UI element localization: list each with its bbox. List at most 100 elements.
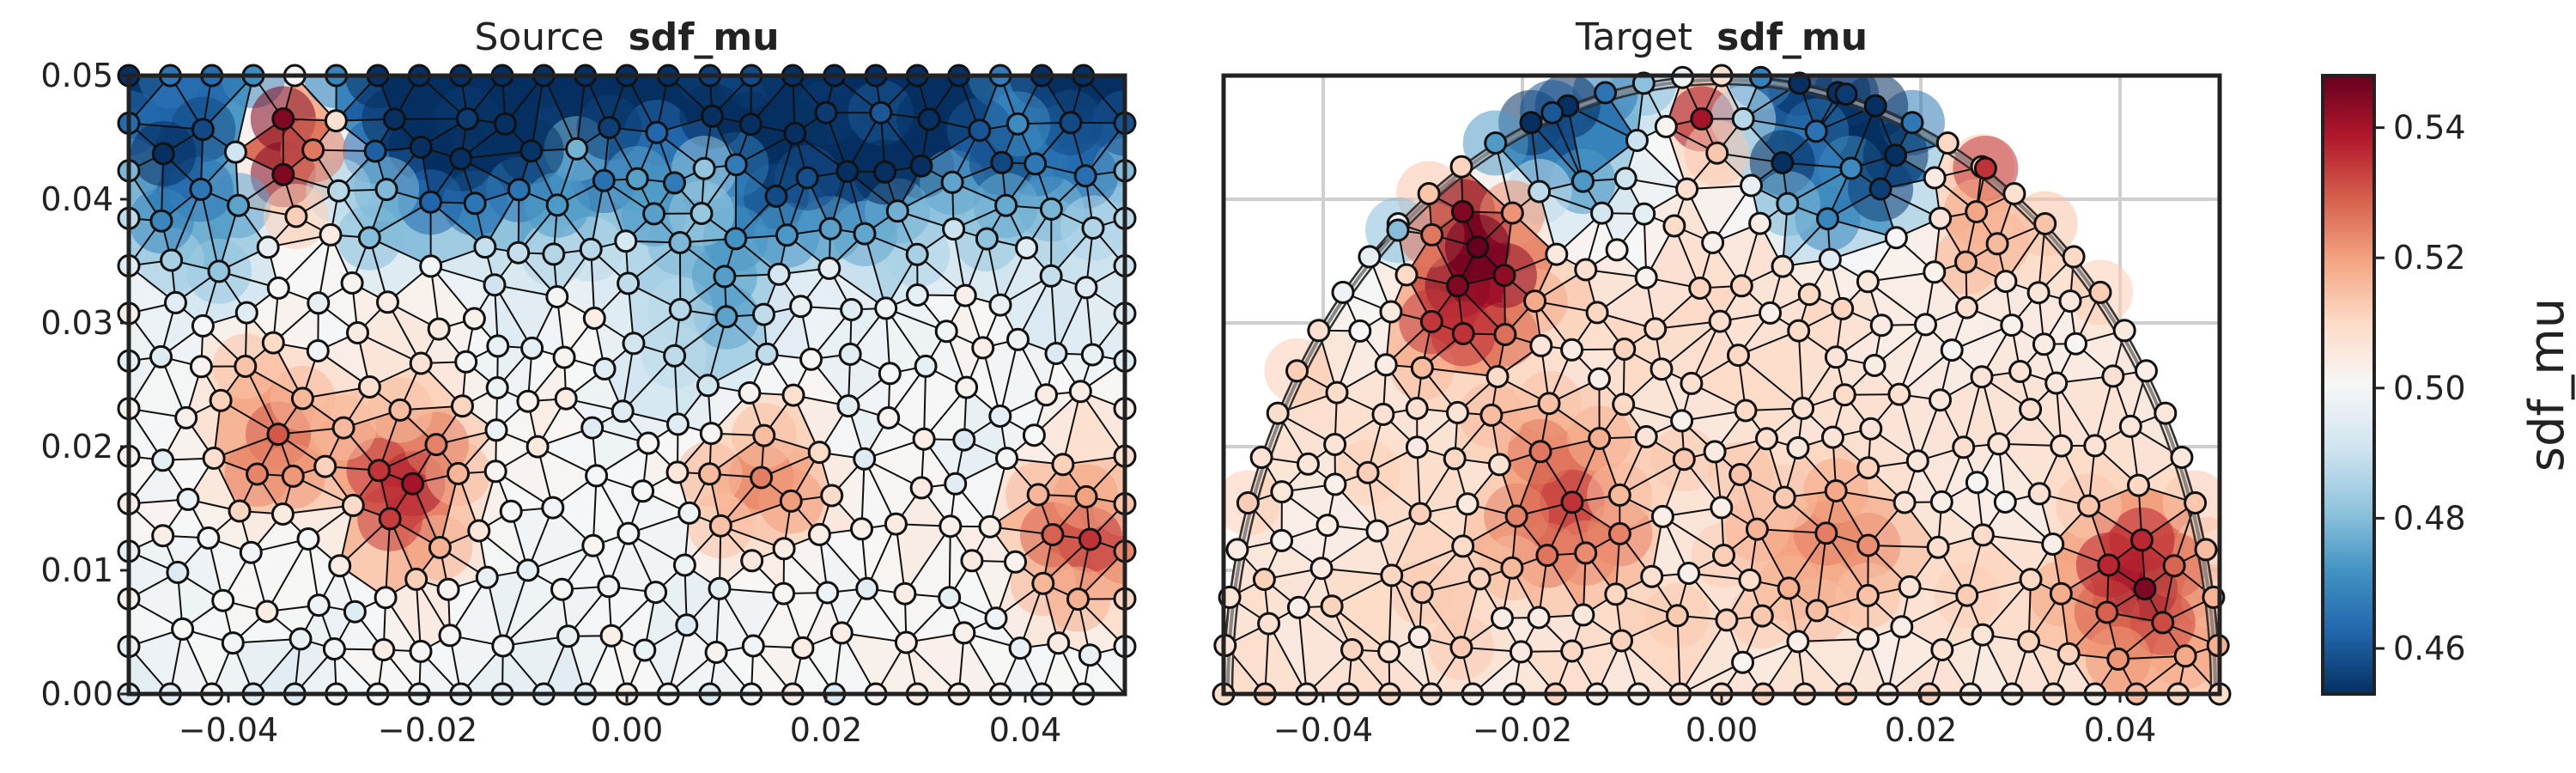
mesh-node (301, 138, 325, 162)
mesh-node (1772, 485, 1796, 509)
colorbar-tick-label: 0.46 (2393, 630, 2466, 667)
mesh-edge (863, 458, 897, 525)
mesh-node (197, 526, 221, 550)
mesh-edge (1267, 623, 1308, 694)
mesh-node (2026, 281, 2050, 305)
mesh-node (284, 204, 308, 228)
mesh-node (2008, 360, 2032, 383)
mesh-node (914, 354, 938, 378)
mesh-node (592, 357, 617, 380)
mesh-node (2019, 568, 2043, 592)
mesh-node (692, 156, 716, 180)
mesh-node (1500, 556, 1524, 580)
mesh-node (270, 502, 295, 526)
mesh-node (2088, 280, 2112, 304)
mesh-node (2162, 554, 2186, 578)
colorbar-tick-label: 0.54 (2393, 109, 2466, 147)
mesh-edge (1530, 122, 1584, 182)
mesh-node (1365, 519, 1389, 543)
mesh-edge (667, 624, 688, 694)
mesh-node (1059, 111, 1083, 135)
mesh-node (2170, 446, 2194, 469)
mesh-node (271, 107, 295, 131)
mesh-node (2184, 491, 2208, 514)
mesh-node (1410, 581, 1434, 605)
mesh-node (552, 345, 576, 369)
mesh-node (1574, 541, 1598, 565)
mesh-node (1821, 425, 1844, 449)
mesh-node (191, 313, 215, 338)
mesh-node (1856, 533, 1880, 557)
mesh-edge (1619, 458, 1685, 496)
mesh-node (838, 342, 862, 366)
mesh-edge (1680, 661, 1743, 694)
mesh-edge (530, 76, 545, 151)
mesh-node (840, 298, 864, 321)
mesh-node (636, 431, 660, 455)
mesh-node (545, 285, 569, 308)
mesh-node (1955, 295, 1978, 320)
mesh-node (1286, 595, 1310, 619)
mesh-node (1643, 317, 1668, 341)
mesh-edge (1388, 575, 1393, 652)
mesh-node (1443, 447, 1467, 471)
mesh-node (633, 638, 657, 662)
mesh-node (581, 533, 605, 557)
mesh-edge (129, 122, 204, 131)
mesh-node (1047, 631, 1071, 655)
mesh-node (2077, 494, 2101, 518)
mesh-node (234, 355, 258, 378)
mesh-node (341, 493, 365, 517)
mesh-node (740, 549, 764, 573)
mesh-node (326, 179, 350, 203)
mesh-node (319, 222, 343, 247)
target-panel: −0.04 −0.02 0.00 0.02 0.04 Target sdf_mu (1212, 15, 2232, 749)
mesh-edge (199, 189, 220, 272)
mesh-node (885, 199, 909, 223)
mesh-node (1008, 636, 1032, 660)
mesh-node (697, 462, 721, 486)
mesh-node (598, 116, 621, 139)
mesh-node (1748, 211, 1772, 235)
mesh-node (1634, 425, 1658, 448)
mesh-node (1675, 177, 1699, 201)
mesh-node (1824, 345, 1848, 369)
mesh-node (1450, 199, 1474, 223)
mesh-node (516, 389, 540, 413)
mesh-node (1006, 327, 1030, 351)
mesh-node (516, 558, 540, 582)
mesh-node (1727, 344, 1750, 368)
mesh-node (1420, 222, 1444, 247)
mesh-node (357, 226, 381, 250)
mesh-node (884, 512, 908, 536)
mesh-node (1479, 403, 1504, 427)
colorbar-tick-label: 0.50 (2393, 369, 2466, 407)
mesh-node (1715, 608, 1739, 632)
mesh-node (1610, 629, 1633, 653)
mesh-node (2173, 644, 2197, 668)
mesh-edge (1050, 276, 1057, 354)
mesh-edge (1321, 567, 1392, 576)
mesh-node (2097, 553, 2121, 577)
mesh-node (2017, 630, 2041, 654)
mesh-node (1078, 527, 1102, 551)
mesh-edge (1962, 376, 1983, 448)
mesh-node (1323, 472, 1347, 496)
mesh-node (699, 422, 723, 446)
mesh-node (772, 537, 796, 561)
mesh-node (1585, 301, 1609, 325)
mesh-node (376, 290, 399, 314)
mesh-node (1935, 131, 1959, 155)
mesh-edge (368, 201, 432, 239)
mesh-node (507, 240, 531, 265)
colorbar: 0.46 0.48 0.50 0.52 0.54 sdf_mu (2321, 74, 2575, 696)
mesh-node (463, 192, 487, 216)
mesh-node (690, 202, 714, 225)
mesh-node (934, 320, 958, 344)
x-tick-label: −0.02 (378, 711, 477, 749)
mesh-node (807, 441, 831, 465)
mesh-node (944, 472, 968, 496)
mesh-node (2127, 473, 2150, 497)
mesh-node (1607, 521, 1631, 545)
mesh-node (545, 193, 569, 217)
